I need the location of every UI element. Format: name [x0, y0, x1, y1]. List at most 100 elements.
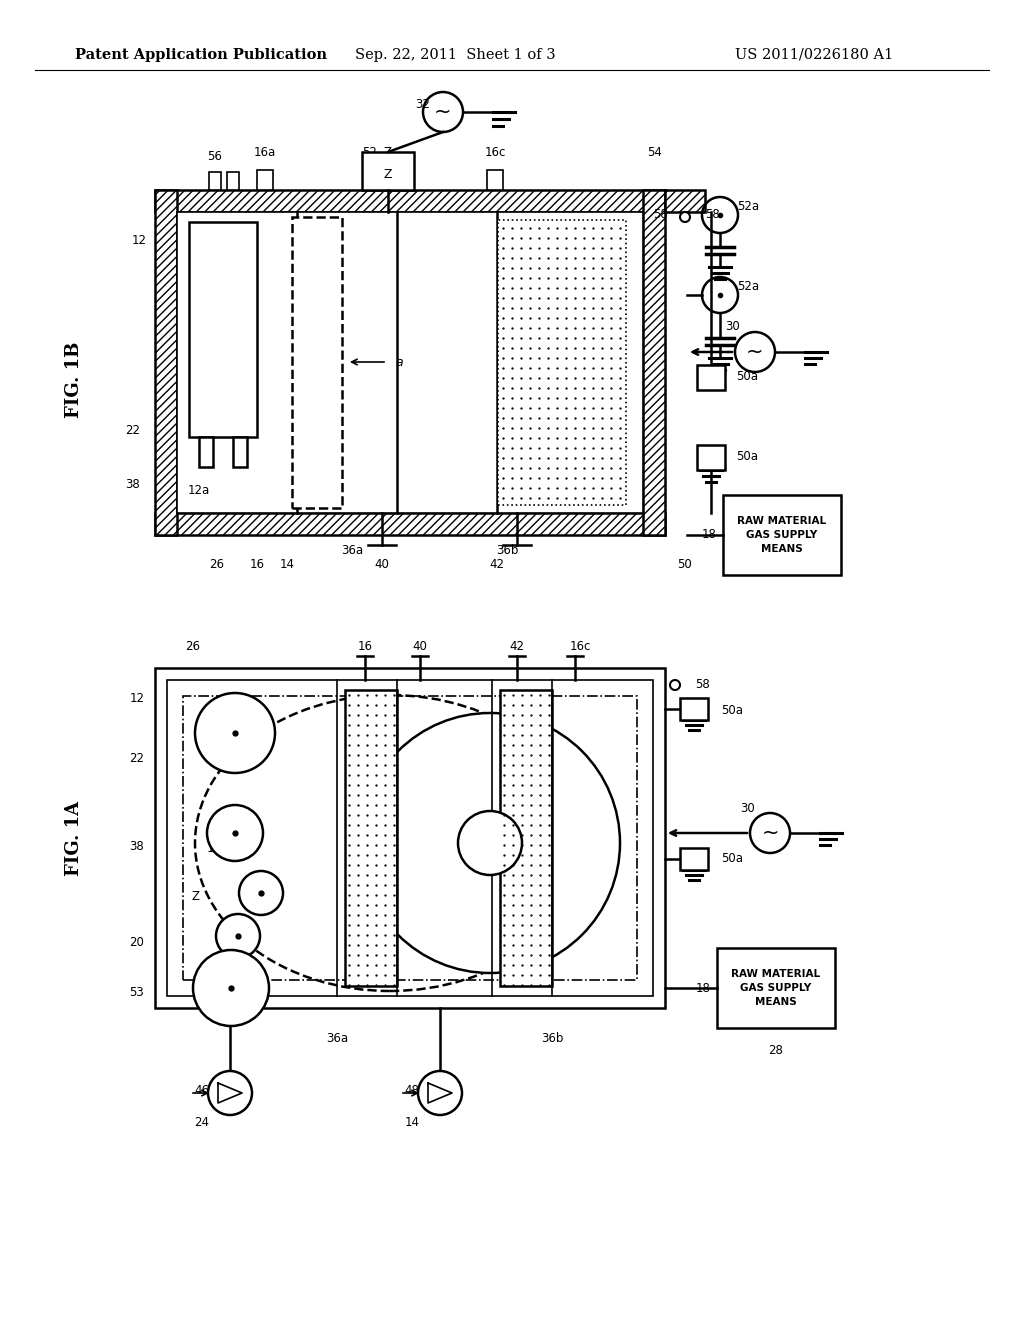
Text: 58: 58	[706, 207, 720, 220]
Circle shape	[207, 805, 263, 861]
Polygon shape	[218, 1082, 242, 1104]
Bar	[155, 513, 665, 535]
Text: 50: 50	[678, 558, 692, 572]
Text: 40: 40	[413, 639, 427, 652]
Text: FIG. 1B: FIG. 1B	[65, 342, 83, 418]
Text: 16c: 16c	[569, 639, 591, 652]
Bar	[167, 680, 653, 997]
Text: 50a: 50a	[736, 371, 758, 384]
Text: 12: 12	[131, 234, 146, 247]
Text: 48: 48	[404, 1085, 420, 1097]
Bar	[155, 190, 177, 535]
Bar	[292, 216, 342, 508]
Text: 38: 38	[130, 840, 144, 853]
Bar	[345, 690, 397, 986]
Text: 16c: 16c	[484, 145, 506, 158]
Text: 52a: 52a	[737, 201, 759, 214]
Bar	[257, 170, 273, 190]
Bar	[665, 190, 705, 213]
Bar	[362, 152, 414, 190]
Text: 26: 26	[185, 639, 201, 652]
Text: ~: ~	[761, 822, 778, 843]
Text: 50a: 50a	[721, 851, 743, 865]
Circle shape	[193, 950, 269, 1026]
Text: 32: 32	[416, 99, 430, 111]
Text: MEANS: MEANS	[755, 997, 797, 1007]
Text: 12a: 12a	[207, 842, 229, 854]
Text: 28: 28	[763, 558, 777, 572]
Text: 16: 16	[250, 558, 264, 572]
Bar	[643, 190, 665, 535]
Circle shape	[458, 810, 522, 875]
Text: ~: ~	[434, 102, 452, 121]
Text: Patent Application Publication: Patent Application Publication	[75, 48, 327, 62]
Text: 46: 46	[195, 1085, 210, 1097]
Text: 38: 38	[126, 479, 140, 491]
Text: 52: 52	[362, 145, 378, 158]
Bar	[680, 698, 708, 719]
Circle shape	[216, 913, 260, 958]
Circle shape	[360, 713, 620, 973]
Text: Sep. 22, 2011  Sheet 1 of 3: Sep. 22, 2011 Sheet 1 of 3	[355, 48, 556, 62]
Text: a: a	[227, 912, 234, 924]
Text: 16a: 16a	[229, 927, 252, 940]
Text: 40: 40	[375, 558, 389, 572]
Text: Z: Z	[384, 168, 392, 181]
Text: a: a	[395, 355, 402, 368]
Circle shape	[239, 871, 283, 915]
Text: 36a: 36a	[341, 544, 364, 557]
Text: 26: 26	[210, 558, 224, 572]
Bar	[155, 668, 665, 1008]
Bar	[183, 696, 637, 979]
Text: 16b: 16b	[240, 817, 262, 829]
Text: 24: 24	[195, 1117, 210, 1130]
Text: 18: 18	[701, 528, 717, 541]
Text: 42: 42	[510, 639, 524, 652]
Text: GAS SUPPLY: GAS SUPPLY	[746, 531, 817, 540]
Text: RAW MATERIAL: RAW MATERIAL	[737, 516, 826, 525]
Circle shape	[195, 693, 275, 774]
Polygon shape	[428, 1082, 452, 1104]
Text: 36a: 36a	[326, 1031, 348, 1044]
Bar	[498, 220, 626, 506]
Bar	[199, 437, 213, 467]
Text: 50a: 50a	[736, 450, 758, 463]
Text: Z: Z	[384, 145, 392, 158]
Bar	[680, 847, 708, 870]
Text: 58: 58	[695, 678, 711, 692]
Circle shape	[680, 213, 690, 222]
Text: 16: 16	[357, 639, 373, 652]
Text: 42: 42	[489, 558, 505, 572]
Bar	[177, 213, 643, 513]
Text: US 2011/0226180 A1: US 2011/0226180 A1	[735, 48, 893, 62]
Bar	[697, 445, 725, 470]
Text: 22: 22	[126, 424, 140, 437]
Bar	[209, 172, 221, 190]
Text: 36b: 36b	[496, 544, 518, 557]
Text: 18: 18	[695, 982, 711, 994]
Bar	[177, 213, 643, 513]
Text: MEANS: MEANS	[761, 544, 803, 554]
Bar	[487, 170, 503, 190]
Text: 56: 56	[208, 150, 222, 164]
Text: RAW MATERIAL: RAW MATERIAL	[731, 969, 820, 979]
Text: GAS SUPPLY: GAS SUPPLY	[740, 983, 812, 993]
Text: 14: 14	[404, 1117, 420, 1130]
Text: 52a: 52a	[737, 281, 759, 293]
Circle shape	[418, 1071, 462, 1115]
Text: 58: 58	[652, 207, 668, 220]
Text: 50a: 50a	[721, 704, 743, 717]
Circle shape	[208, 1071, 252, 1115]
Text: 36b: 36b	[541, 1031, 563, 1044]
Bar	[233, 437, 247, 467]
Text: 16a: 16a	[254, 145, 276, 158]
Text: Z: Z	[191, 890, 199, 903]
Text: 14: 14	[280, 558, 295, 572]
Text: 53: 53	[130, 986, 144, 999]
Text: ~: ~	[746, 342, 764, 362]
Bar	[697, 366, 725, 389]
Bar	[723, 495, 841, 576]
Text: 22: 22	[129, 751, 144, 764]
Text: 28: 28	[769, 1044, 783, 1056]
Text: 20: 20	[130, 936, 144, 949]
